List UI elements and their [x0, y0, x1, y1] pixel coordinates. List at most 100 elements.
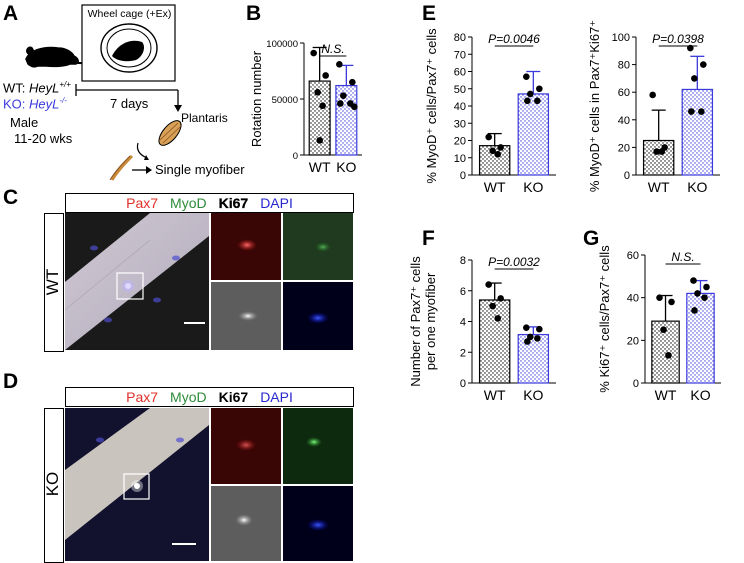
y-tick-label: 100000 — [266, 39, 298, 50]
chart-b: 0 50000 100000 WT KO N.S. Rotation number — [249, 39, 362, 175]
legend-myod: MyoD — [170, 195, 207, 211]
data-point — [524, 338, 531, 345]
significance-label: N.S. — [321, 42, 344, 56]
x-tick-label: WT — [484, 179, 506, 195]
plantaris-label: Plantaris — [181, 111, 228, 125]
bar-ko — [517, 333, 550, 384]
x-tick-label: KO — [523, 387, 543, 403]
y-axis-label: Rotation number — [249, 50, 264, 147]
y-tick-label: 30 — [454, 118, 466, 130]
chart-e1: 0 10 20 30 40 50 60 70 80 WT KO P=0.0046 % MyoD⁺ cel… — [424, 28, 556, 195]
data-point — [701, 294, 708, 301]
zoom-box-ko — [123, 473, 150, 500]
data-point — [337, 100, 344, 107]
side-label-wt: WT — [43, 268, 62, 296]
significance-label: P=0.0046 — [488, 32, 540, 46]
legend-pax7: Pax7 — [126, 195, 159, 211]
legend-ki67: Ki67 — [218, 195, 249, 211]
legend-myod: MyoD — [170, 389, 207, 405]
y-tick-label: 20 — [627, 335, 639, 347]
y-tick-label: 0 — [460, 170, 466, 182]
bar-ko — [517, 93, 550, 176]
y-axis-label-line: per one myofiber — [423, 272, 438, 370]
panel-letter-c: C — [3, 186, 19, 209]
y-tick-label: 0 — [633, 378, 639, 390]
x-tick-label: KO — [687, 179, 707, 195]
chart-g: 0 20 40 60 WT KO N.S. % Ki67⁺ cells/Pax7⁺ cells — [597, 245, 721, 403]
wheel-cage-label: Wheel cage (+Ex) — [87, 8, 172, 20]
legend-dapi: DAPI — [260, 389, 293, 405]
data-point — [700, 61, 707, 68]
data-point — [665, 351, 672, 359]
x-tick-label: KO — [523, 179, 543, 195]
data-point — [322, 72, 329, 79]
y-tick-label: 40 — [627, 293, 639, 305]
y-tick-label: 10 — [454, 153, 466, 165]
y-tick-label: 6 — [460, 286, 466, 298]
data-point — [691, 75, 698, 82]
data-point — [534, 97, 541, 105]
data-point — [534, 335, 541, 342]
y-tick-label: 60 — [454, 67, 466, 79]
y-tick-label: 40 — [618, 115, 630, 127]
y-tick-label: 40 — [454, 101, 466, 113]
data-point — [349, 78, 356, 86]
stain-legend-ko: Pax7 MyoD Ki67 DAPI — [65, 387, 354, 407]
y-tick-label: 50000 — [272, 95, 298, 106]
y-tick-label: 2 — [460, 347, 466, 359]
data-point — [485, 281, 492, 288]
sex-label: Male — [10, 115, 39, 130]
myofiber-icon — [109, 154, 134, 181]
data-point — [703, 283, 710, 291]
data-point — [523, 324, 530, 331]
y-axis-label: Number of Pax7⁺ cellsper one myofiber — [408, 256, 438, 387]
data-point — [536, 85, 543, 93]
data-point — [691, 307, 698, 314]
data-point — [494, 315, 501, 322]
data-point — [524, 97, 531, 105]
panel-letter-g: G — [583, 227, 600, 250]
data-point — [351, 103, 358, 111]
data-point — [340, 92, 347, 99]
data-point — [314, 88, 321, 96]
bar-wt — [478, 299, 511, 384]
x-tick-label: KO — [336, 159, 356, 175]
wt-genotype: WT: HeyL+/+ — [3, 80, 71, 96]
y-tick-label: 20 — [618, 142, 630, 154]
y-tick-label: 0 — [293, 151, 298, 162]
side-label-box-wt — [44, 213, 64, 352]
x-tick-label: KO — [690, 387, 710, 403]
data-point — [336, 60, 343, 68]
legend-ki67: Ki67 — [218, 389, 249, 405]
bar-ko — [686, 292, 715, 384]
stain-legend-wt: Pax7 MyoD Ki67 DAPI — [65, 193, 354, 213]
chart-e2: 0 20 40 60 80 100 WT KO P=0.0398 % MyoD⁺ cells in… — [587, 20, 720, 195]
y-tick-label: 60 — [618, 87, 630, 99]
y-tick-label: 8 — [460, 255, 466, 267]
significance-label: N.S. — [671, 250, 694, 264]
schematic-panel — [25, 4, 182, 181]
legend-dapi: DAPI — [260, 195, 293, 211]
data-point — [523, 73, 530, 80]
x-tick-label: WT — [309, 159, 331, 175]
age-label: 11-20 wks — [14, 131, 73, 146]
data-point — [489, 147, 496, 155]
data-point — [668, 298, 675, 306]
panel-letter-b: B — [246, 2, 262, 25]
data-point — [694, 290, 701, 297]
data-point — [658, 148, 665, 155]
data-point — [688, 108, 695, 115]
data-point — [494, 151, 501, 158]
plantaris-icon — [158, 120, 182, 146]
duration-label: 7 days — [110, 96, 149, 111]
panel-letter-e: E — [422, 2, 437, 25]
data-point — [319, 102, 326, 110]
x-tick-label: WT — [484, 387, 506, 403]
y-tick-label: 100 — [612, 32, 630, 44]
data-point — [527, 90, 534, 98]
y-tick-label: 50 — [454, 84, 466, 96]
y-axis-label-line: Number of Pax7⁺ cells — [408, 256, 423, 387]
bar-wt — [642, 139, 675, 176]
y-tick-label: 0 — [460, 378, 466, 390]
